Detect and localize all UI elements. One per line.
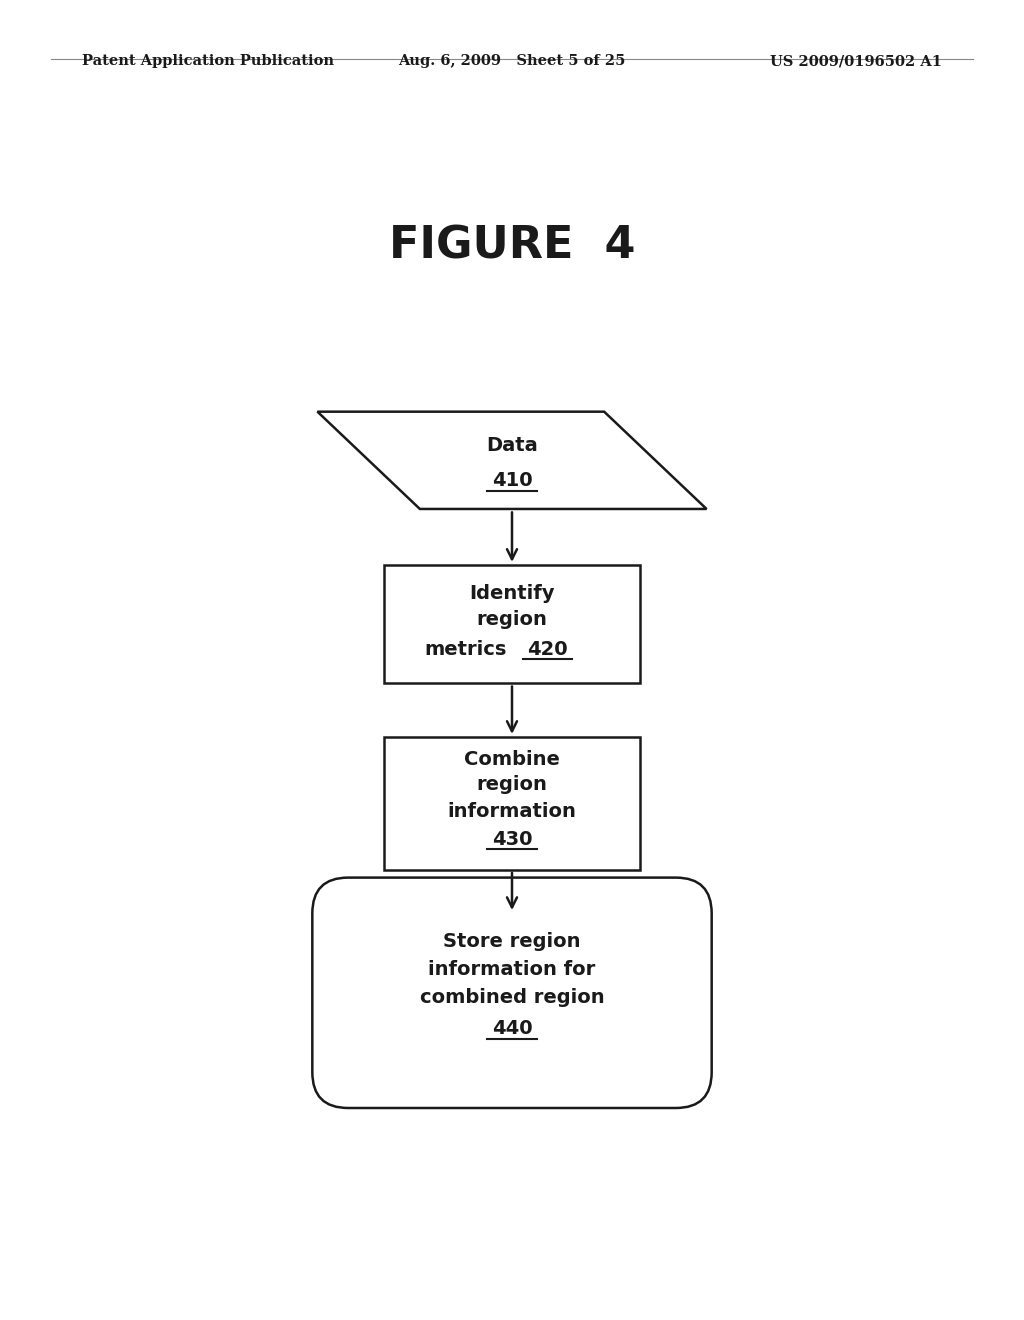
FancyBboxPatch shape <box>384 737 640 870</box>
Text: 420: 420 <box>527 640 568 659</box>
Point <box>566 651 579 667</box>
Text: Patent Application Publication: Patent Application Publication <box>82 54 334 69</box>
Point <box>530 1031 543 1047</box>
Text: 430: 430 <box>492 830 532 849</box>
Text: region: region <box>476 775 548 795</box>
Text: Combine: Combine <box>464 750 560 768</box>
Point <box>530 842 543 858</box>
Point <box>481 1031 494 1047</box>
Point <box>481 842 494 858</box>
Text: combined region: combined region <box>420 989 604 1007</box>
Point <box>530 483 543 499</box>
Text: information for: information for <box>428 960 596 978</box>
Text: information: information <box>447 803 577 821</box>
Text: Aug. 6, 2009   Sheet 5 of 25: Aug. 6, 2009 Sheet 5 of 25 <box>398 54 626 69</box>
FancyBboxPatch shape <box>384 565 640 682</box>
Text: 410: 410 <box>492 471 532 490</box>
Text: metrics: metrics <box>425 640 507 659</box>
Text: 440: 440 <box>492 1019 532 1038</box>
Text: Data: Data <box>486 437 538 455</box>
Text: Identify: Identify <box>469 583 555 603</box>
Point <box>517 651 529 667</box>
Text: US 2009/0196502 A1: US 2009/0196502 A1 <box>770 54 942 69</box>
FancyBboxPatch shape <box>312 878 712 1107</box>
Polygon shape <box>317 412 707 510</box>
Text: region: region <box>476 610 548 628</box>
Text: Store region: Store region <box>443 932 581 952</box>
Point <box>481 483 494 499</box>
Text: FIGURE  4: FIGURE 4 <box>389 224 635 268</box>
